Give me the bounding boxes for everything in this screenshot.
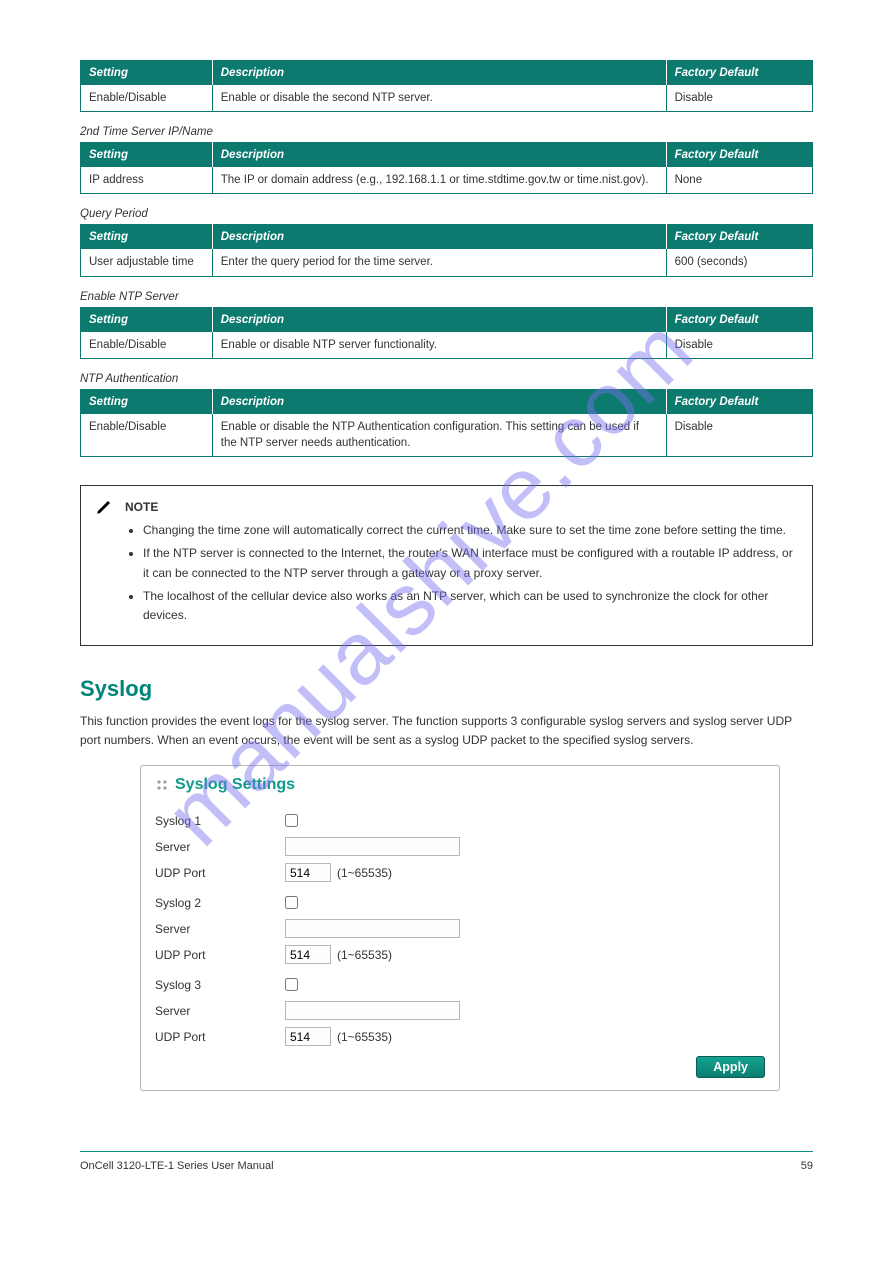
col-desc: Description	[212, 307, 666, 332]
syslog1-port-label: UDP Port	[155, 866, 285, 880]
syslog1-port-input[interactable]	[285, 863, 331, 882]
table-row: User adjustable time Enter the query per…	[81, 249, 813, 276]
cell-setting: Enable/Disable	[81, 414, 213, 457]
syslog-settings-panel: Syslog Settings Syslog 1 Server UDP Port…	[140, 765, 780, 1091]
col-default: Factory Default	[666, 307, 812, 332]
col-desc: Description	[212, 225, 666, 250]
cell-desc: Enable or disable the second NTP server.	[212, 85, 666, 112]
section-paragraph: This function provides the event logs fo…	[80, 712, 813, 750]
param-table-5: Setting Description Factory Default Enab…	[80, 389, 813, 457]
col-setting: Setting	[81, 225, 213, 250]
cell-setting: User adjustable time	[81, 249, 213, 276]
cell-default: Disable	[666, 85, 812, 112]
panel-icon	[155, 778, 169, 792]
cell-desc: Enable or disable the NTP Authentication…	[212, 414, 666, 457]
col-setting: Setting	[81, 143, 213, 168]
note-bullet: If the NTP server is connected to the In…	[143, 544, 798, 582]
note-heading: NOTE	[125, 498, 798, 517]
panel-title: Syslog Settings	[175, 776, 295, 794]
syslog2-server-input[interactable]	[285, 919, 460, 938]
footer-title: OnCell 3120-LTE-1 Series User Manual	[80, 1160, 274, 1172]
syslog3-server-input[interactable]	[285, 1001, 460, 1020]
note-bullet: Changing the time zone will automaticall…	[143, 521, 798, 540]
cell-default: Disable	[666, 414, 812, 457]
col-setting: Setting	[81, 389, 213, 414]
syslog1-label: Syslog 1	[155, 814, 285, 828]
cell-setting: Enable/Disable	[81, 332, 213, 359]
param-table-4: Setting Description Factory Default Enab…	[80, 307, 813, 359]
table-caption-5: NTP Authentication	[80, 373, 813, 385]
table-caption-3: Query Period	[80, 208, 813, 220]
syslog2-server-label: Server	[155, 922, 285, 936]
syslog1-checkbox[interactable]	[285, 814, 298, 827]
col-default: Factory Default	[666, 61, 812, 86]
syslog3-port-hint: (1~65535)	[337, 1030, 392, 1044]
table-row: Enable/Disable Enable or disable the sec…	[81, 85, 813, 112]
cell-default: Disable	[666, 332, 812, 359]
pencil-icon	[95, 498, 113, 629]
footer-page-number: 59	[801, 1160, 813, 1172]
syslog2-label: Syslog 2	[155, 896, 285, 910]
syslog1-port-hint: (1~65535)	[337, 866, 392, 880]
param-table-3: Setting Description Factory Default User…	[80, 224, 813, 276]
note-bullet: The localhost of the cellular device als…	[143, 587, 798, 625]
col-default: Factory Default	[666, 143, 812, 168]
col-default: Factory Default	[666, 225, 812, 250]
cell-default: None	[666, 167, 812, 194]
cell-setting: IP address	[81, 167, 213, 194]
footer-divider	[80, 1151, 813, 1152]
syslog1-server-label: Server	[155, 840, 285, 854]
cell-desc: Enable or disable NTP server functionali…	[212, 332, 666, 359]
section-heading: Syslog	[80, 676, 813, 702]
syslog3-port-input[interactable]	[285, 1027, 331, 1046]
table-caption-4: Enable NTP Server	[80, 291, 813, 303]
cell-default: 600 (seconds)	[666, 249, 812, 276]
col-default: Factory Default	[666, 389, 812, 414]
syslog2-checkbox[interactable]	[285, 896, 298, 909]
col-setting: Setting	[81, 61, 213, 86]
syslog3-checkbox[interactable]	[285, 978, 298, 991]
col-desc: Description	[212, 389, 666, 414]
cell-desc: The IP or domain address (e.g., 192.168.…	[212, 167, 666, 194]
syslog2-port-label: UDP Port	[155, 948, 285, 962]
syslog3-port-label: UDP Port	[155, 1030, 285, 1044]
note-box: NOTE Changing the time zone will automat…	[80, 485, 813, 646]
table-row: IP address The IP or domain address (e.g…	[81, 167, 813, 194]
param-table-1: Setting Description Factory Default Enab…	[80, 60, 813, 112]
syslog3-label: Syslog 3	[155, 978, 285, 992]
syslog2-port-input[interactable]	[285, 945, 331, 964]
apply-button[interactable]: Apply	[696, 1056, 765, 1078]
col-setting: Setting	[81, 307, 213, 332]
cell-desc: Enter the query period for the time serv…	[212, 249, 666, 276]
param-table-2: Setting Description Factory Default IP a…	[80, 142, 813, 194]
table-row: Enable/Disable Enable or disable the NTP…	[81, 414, 813, 457]
col-desc: Description	[212, 143, 666, 168]
syslog1-server-input[interactable]	[285, 837, 460, 856]
cell-setting: Enable/Disable	[81, 85, 213, 112]
table-caption-2: 2nd Time Server IP/Name	[80, 126, 813, 138]
table-row: Enable/Disable Enable or disable NTP ser…	[81, 332, 813, 359]
syslog2-port-hint: (1~65535)	[337, 948, 392, 962]
syslog3-server-label: Server	[155, 1004, 285, 1018]
col-desc: Description	[212, 61, 666, 86]
